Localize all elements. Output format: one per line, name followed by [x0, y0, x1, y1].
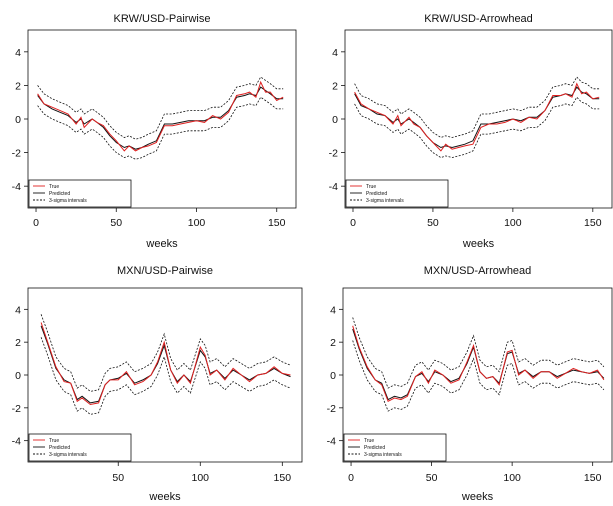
x-tick-label: 150	[584, 472, 602, 484]
series-predicted	[354, 86, 600, 149]
chart-title: KRW/USD-Pairwise	[114, 13, 211, 25]
chart-title: MXN/USD-Pairwise	[117, 265, 213, 277]
legend-label: Predicted	[49, 191, 70, 197]
y-tick-label: -4	[12, 436, 21, 448]
x-axis-label: weeks	[461, 491, 494, 503]
series-true	[354, 82, 600, 152]
plot-area	[354, 76, 600, 159]
y-tick-label: 4	[332, 47, 338, 59]
legend-label: Predicted	[366, 191, 387, 197]
x-tick-label: 50	[112, 472, 124, 484]
series-upper-3sigma	[37, 76, 284, 140]
series-predicted	[37, 86, 284, 150]
x-tick-label: 50	[426, 472, 438, 484]
legend-box	[345, 179, 449, 208]
x-tick-label: 50	[427, 217, 439, 229]
chart-title: MXN/USD-Arrowhead	[424, 265, 532, 277]
x-tick-label: 150	[584, 217, 602, 229]
plot-area	[40, 314, 291, 415]
y-tick-label: 2	[330, 337, 336, 349]
y-tick-label: -2	[12, 403, 21, 415]
series-lower-3sigma	[40, 337, 291, 415]
series-upper-3sigma	[352, 317, 605, 389]
x-tick-label: 0	[348, 472, 354, 484]
x-tick-label: 50	[110, 217, 122, 229]
y-tick-label: 0	[332, 114, 338, 126]
legend-label: True	[49, 438, 59, 444]
series-upper-3sigma	[40, 314, 291, 392]
series-predicted	[40, 325, 291, 404]
legend-label: Predicted	[49, 445, 70, 451]
legend-box	[28, 179, 132, 208]
y-tick-label: 2	[332, 80, 338, 92]
chart-panel: KRW/USD-Arrowhead -4 -2 0 2 4 0 50 100 150 weeks Tr…	[329, 13, 613, 250]
series-upper-3sigma	[354, 76, 600, 138]
series-lower-3sigma	[37, 96, 284, 160]
chart-panel: KRW/USD-Pairwise -4 -2 0 2 4 0 50 100 150 weeks Tru…	[12, 13, 297, 250]
y-tick-label: -4	[12, 181, 21, 193]
x-axis-label: weeks	[145, 238, 178, 250]
y-tick-label: 0	[15, 370, 21, 382]
series-true	[37, 80, 284, 152]
y-tick-label: 4	[15, 304, 21, 316]
y-tick-label: 2	[15, 80, 21, 92]
chart-panel: MXN/USD-Arrowhead -4 -2 0 2 4 0 50 100 150 weeks Tr…	[327, 265, 613, 503]
series-lower-3sigma	[354, 96, 600, 159]
legend-label: True	[366, 184, 376, 190]
legend-box	[343, 433, 447, 462]
y-tick-label: 2	[15, 337, 21, 349]
x-tick-label: 150	[274, 472, 292, 484]
y-tick-label: 0	[330, 370, 336, 382]
chart-panel: MXN/USD-Pairwise -4 -2 0 2 4 50 100 150 weeks True…	[12, 265, 303, 503]
x-tick-label: 0	[350, 217, 356, 229]
x-tick-label: 100	[188, 217, 206, 229]
y-tick-label: 4	[15, 47, 21, 59]
series-lower-3sigma	[352, 340, 605, 412]
plot-area	[352, 317, 605, 412]
y-tick-label: -4	[329, 181, 338, 193]
legend-box	[28, 433, 132, 462]
x-axis-label: weeks	[148, 491, 181, 503]
legend-label: 3-sigma intervals	[49, 198, 87, 204]
x-tick-label: 100	[504, 217, 522, 229]
y-tick-label: -2	[327, 403, 336, 415]
y-tick-label: 0	[15, 114, 21, 126]
x-tick-label: 100	[192, 472, 210, 484]
y-tick-label: 4	[330, 304, 336, 316]
x-tick-label: 0	[33, 217, 39, 229]
legend-label: 3-sigma intervals	[364, 452, 402, 458]
legend-label: True	[364, 438, 374, 444]
legend-label: 3-sigma intervals	[49, 452, 87, 458]
chart-title: KRW/USD-Arrowhead	[424, 13, 533, 25]
x-tick-label: 150	[268, 217, 286, 229]
x-tick-label: 100	[503, 472, 521, 484]
y-tick-label: -4	[327, 436, 336, 448]
series-true	[40, 322, 291, 406]
legend-label: 3-sigma intervals	[366, 198, 404, 204]
x-axis-label: weeks	[462, 238, 495, 250]
series-true	[352, 325, 605, 402]
legend-label: True	[49, 184, 59, 190]
plot-area	[37, 76, 284, 160]
legend-label: Predicted	[364, 445, 385, 451]
y-tick-label: -2	[329, 148, 338, 160]
y-tick-label: -2	[12, 148, 21, 160]
